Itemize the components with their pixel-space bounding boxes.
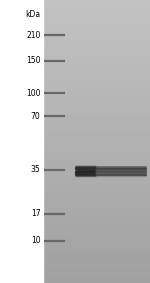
- Text: 10: 10: [31, 236, 40, 245]
- Text: 70: 70: [31, 112, 40, 121]
- Text: 150: 150: [26, 56, 40, 65]
- Text: 100: 100: [26, 89, 40, 98]
- Text: 210: 210: [26, 31, 40, 40]
- Text: kDa: kDa: [25, 10, 40, 19]
- Text: 17: 17: [31, 209, 40, 218]
- Text: 35: 35: [31, 165, 40, 174]
- Bar: [0, 0, 43, 283]
